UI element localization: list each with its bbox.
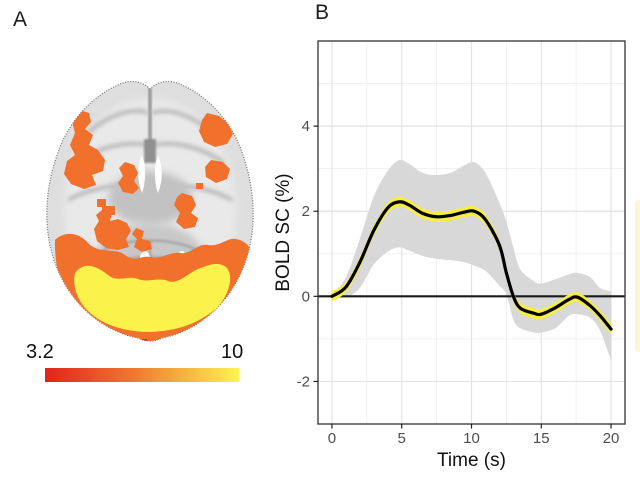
- x-tick-label: 20: [603, 430, 620, 447]
- panel-b-label: B: [315, 1, 330, 24]
- y-tick-label: 2: [302, 203, 310, 220]
- activation-clusters: [64, 99, 233, 252]
- brain-activation-map: [46, 80, 254, 342]
- y-tick-label: 0: [302, 288, 310, 305]
- panel-a-label: A: [13, 8, 28, 31]
- midline-dark-band: [144, 139, 156, 163]
- activation-posterior-yellow: [74, 263, 231, 332]
- x-tick-label: 5: [398, 430, 406, 447]
- x-tick-label: 15: [533, 430, 550, 447]
- x-tick-label: 0: [328, 430, 336, 447]
- brain-slice: [46, 80, 254, 342]
- x-tick-label: 10: [463, 430, 480, 447]
- y-tick-label: 4: [302, 118, 310, 135]
- y-tick-label: -2: [297, 373, 310, 390]
- mean-line: [330, 200, 613, 331]
- y-axis-label: BOLD SC (%): [273, 173, 294, 291]
- colorbar-min-label: 3.2: [26, 341, 54, 363]
- anterior-fissure: [148, 87, 152, 147]
- activation-overlay: [54, 99, 252, 342]
- cropped-panel-edge: [635, 200, 640, 352]
- x-axis-label: Time (s): [437, 450, 506, 471]
- colorbar-gradient: [45, 368, 239, 382]
- colorbar-max-label: 10: [221, 341, 244, 363]
